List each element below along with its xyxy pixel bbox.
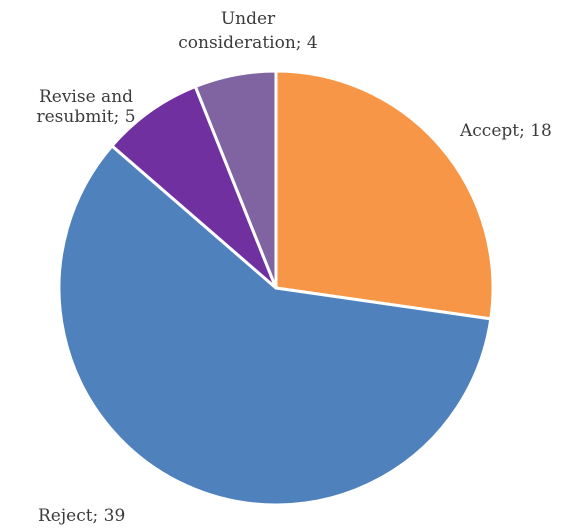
pie-slice-reject [57, 144, 493, 507]
data-label-reject: Reject; 39 [38, 506, 125, 526]
data-label-revise-and-resubmit: Revise and resubmit; 5 [36, 87, 135, 127]
pie-slice-revise-and-resubmit [110, 85, 278, 290]
data-label-under-consideration: Under consideration; 4 [178, 9, 317, 53]
data-label-accept: Accept; 18 [459, 121, 552, 141]
pie-slice-under-consideration [193, 69, 278, 290]
pie-slices [57, 69, 495, 507]
pie-slice-accept [274, 69, 495, 321]
pie-labels: Accept; 18 Reject; 39 Revise and resubmit; … [36, 9, 551, 526]
